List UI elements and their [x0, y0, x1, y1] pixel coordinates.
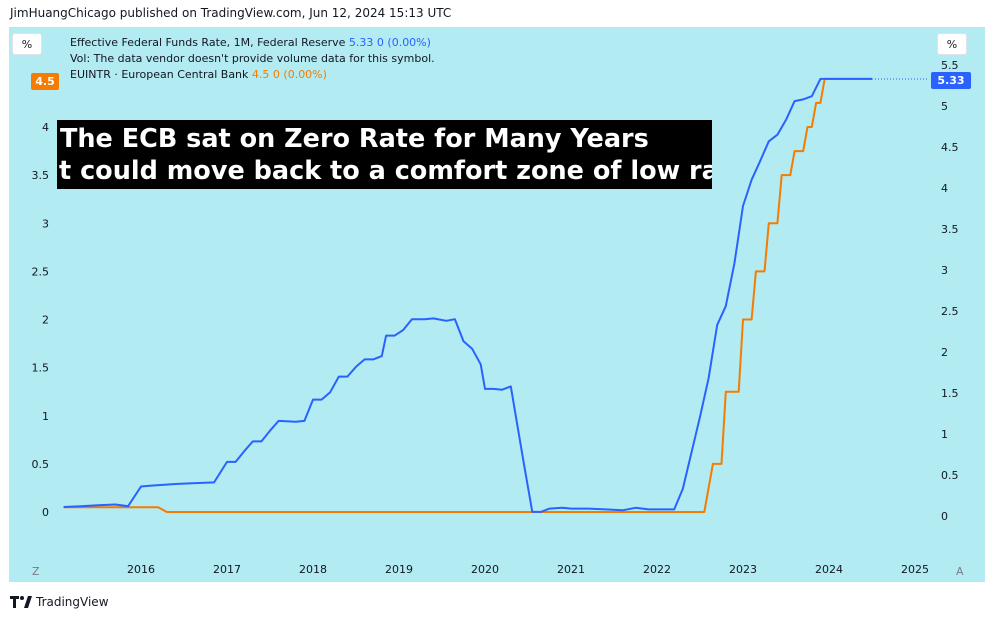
right-axis-tick-label: 2.5	[941, 305, 959, 318]
x-axis-tick-label: 2017	[213, 563, 241, 576]
legend-vol-text: Vol: The data vendor doesn't provide vol…	[70, 52, 435, 65]
annotation-box[interactable]: The ECB sat on Zero Rate for Many Years …	[57, 120, 712, 189]
left-value-tag: 4.5	[31, 73, 59, 90]
x-axis-tick-label: 2024	[815, 563, 843, 576]
x-axis-tick-label: 2022	[643, 563, 671, 576]
annotation-line-2: t could move back to a comfort zone of l…	[59, 156, 712, 186]
x-axis-tick-label: 2021	[557, 563, 585, 576]
right-axis-tick-label: 3	[941, 264, 948, 277]
x-axis-tick-label: 2025	[901, 563, 929, 576]
left-scale-percent-button[interactable]: %	[12, 33, 42, 55]
right-axis-tick-label: 3.5	[941, 223, 959, 236]
left-axis-tick-label: 0.5	[32, 458, 50, 471]
legend-ecb-value: 4.5	[251, 68, 270, 81]
left-axis-tick-label: 2	[42, 314, 49, 327]
right-scale-percent-button[interactable]: %	[937, 33, 967, 55]
right-axis-ticks: 0 0.5 1 1.5 2 2.5 3 3.5 4 4.5 5 5.5	[941, 59, 959, 523]
legend-fed-name: Effective Federal Funds Rate, 1M, Federa…	[70, 36, 346, 49]
legend-fed-value: 5.33	[348, 36, 374, 49]
x-axis-tick-label: 2016	[127, 563, 155, 576]
left-axis-tick-label: 3.5	[32, 169, 50, 182]
left-axis-tick-label: 0	[42, 506, 49, 519]
chart-area[interactable]	[9, 27, 985, 582]
right-axis-tick-label: 2	[941, 346, 948, 359]
left-axis-ticks: 0 0.5 1 1.5 2 2.5 3 3.5 4	[32, 121, 50, 519]
right-value-tag: 5.33	[931, 72, 971, 89]
left-axis-tick-label: 1	[42, 410, 49, 423]
series-group	[63, 77, 872, 513]
ecb-rate-line	[63, 77, 872, 513]
left-axis-tick-label: 2.5	[32, 265, 50, 278]
auto-scale-button[interactable]: A	[956, 565, 964, 578]
legend-fed[interactable]: Effective Federal Funds Rate, 1M, Federa…	[70, 36, 431, 49]
chart-svg: 0 0.5 1 1.5 2 2.5 3 3.5 4 0 0.5 1 1.5 2 2.5 3 3.5 4 4.5 5 5…	[32, 59, 959, 576]
right-axis-tick-label: 5	[941, 100, 948, 113]
brand-name: TradingView	[36, 595, 109, 609]
tradingview-logo-icon	[10, 596, 32, 608]
right-axis-tick-label: 4.5	[941, 141, 959, 154]
right-axis-tick-label: 1.5	[941, 387, 959, 400]
right-axis-tick-label: 0.5	[941, 469, 959, 482]
left-axis-tick-label: 4	[42, 121, 49, 134]
x-axis-tick-label: 2019	[385, 563, 413, 576]
right-axis-tick-label: 1	[941, 428, 948, 441]
x-axis-ticks: 2016 2017 2018 2019 2020 2021 2022 2023 2024 2025	[127, 563, 929, 576]
fed-funds-rate-line	[63, 77, 872, 513]
x-axis-tick-label: 2023	[729, 563, 757, 576]
left-axis-tick-label: 3	[42, 217, 49, 230]
legend-ecb[interactable]: EUINTR · European Central Bank 4.5 0 (0.…	[70, 68, 327, 81]
right-axis-tick-label: 5.5	[941, 59, 959, 72]
x-axis-tick-label: 2018	[299, 563, 327, 576]
right-axis-tick-label: 4	[941, 182, 948, 195]
legend-ecb-change: 0 (0.00%)	[272, 68, 327, 81]
annotation-line-1: The ECB sat on Zero Rate for Many Years	[60, 124, 649, 154]
tradingview-brand[interactable]: TradingView	[10, 595, 109, 609]
legend-ecb-name: EUINTR · European Central Bank	[70, 68, 249, 81]
zoom-button[interactable]: Z	[32, 565, 40, 578]
right-axis-tick-label: 0	[941, 510, 948, 523]
x-axis-tick-label: 2020	[471, 563, 499, 576]
legend-fed-change: 0 (0.00%)	[376, 36, 431, 49]
publish-line: JimHuangChicago published on TradingView…	[10, 6, 452, 20]
legend-volume-note: Vol: The data vendor doesn't provide vol…	[70, 52, 435, 65]
left-axis-tick-label: 1.5	[32, 362, 50, 375]
